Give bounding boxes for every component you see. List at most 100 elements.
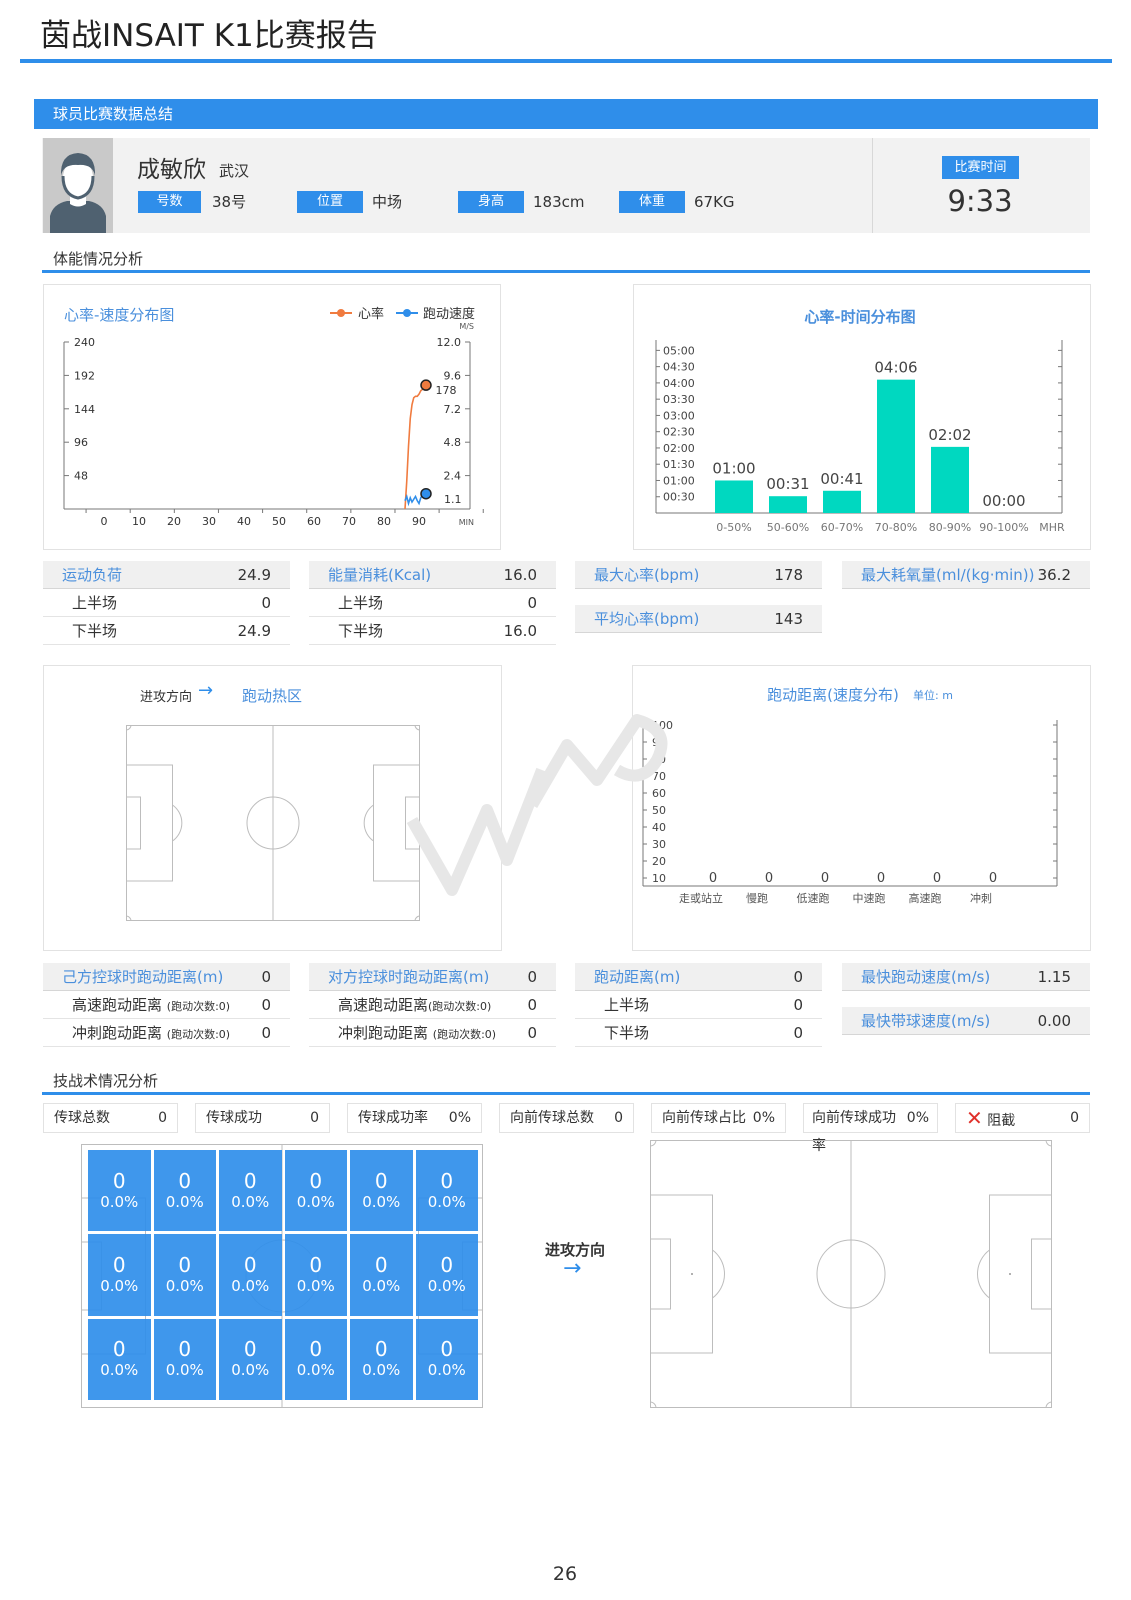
dist-category-label: 中速跑 [853, 891, 886, 905]
max-run-box: 最快跑动速度(m/s) 1.15 [842, 963, 1090, 991]
dist-y-tick-label: 40 [652, 821, 666, 834]
max-run-value: 1.15 [1037, 968, 1071, 986]
weight-tag: 体重 [619, 191, 685, 213]
page-number: 26 [552, 1563, 578, 1585]
opp-possession-head: 对方控球时跑动距离(m) 0 [309, 963, 556, 991]
hrs-x-tick-label: 10 [132, 515, 146, 528]
hr-speed-chart: 心率-速度分布图 心率 跑动速度 M/S MIN 240 192 144 96 48 12… [63, 306, 484, 528]
energy-first-value: 0 [527, 594, 537, 612]
hrt-bar-value-label: 02:02 [928, 426, 971, 444]
avg-hr-row: 平均心率(bpm) 143 [575, 605, 822, 633]
energy-second-label: 下半场 [338, 622, 384, 640]
max-ball-value: 0.00 [1037, 1012, 1071, 1030]
hrs-x-tick-label: 80 [377, 515, 391, 528]
weight-value: 67KG [694, 193, 735, 211]
hrs-right-tick-label: 9.6 [444, 369, 462, 382]
zone-percent: 0.0% [427, 1276, 466, 1295]
pass-zone-cell: 0 0.0% [153, 1234, 216, 1316]
interception-cross-icon: ✕ [966, 1106, 983, 1130]
dist-bar-value-label: 0 [765, 871, 773, 886]
opp-possession-label: 对方控球时跑动距离(m) [328, 968, 490, 986]
zone-count: 0 [309, 1252, 323, 1277]
zone-percent: 0.0% [362, 1192, 401, 1211]
load-head: 运动负荷 24.9 [43, 561, 290, 589]
zone-percent: 0.0% [165, 1276, 204, 1295]
height-tag: 身高 [458, 191, 524, 213]
own-highspeed-label: 高速跑动距离 [72, 996, 163, 1014]
zone-percent: 0.0% [427, 1192, 466, 1211]
run-second-value: 0 [793, 1024, 803, 1042]
hr-series-line [404, 384, 427, 510]
heatmap-pitch [126, 725, 420, 921]
run-distance-head: 跑动距离(m) 0 [575, 963, 822, 991]
hrs-right-tick-label: 4.8 [444, 436, 462, 449]
opp-possession-table: 对方控球时跑动距离(m) 0 高速跑动距离(跑动次数:0) 0 冲刺跑动距离 (跑动… [309, 963, 556, 1047]
page-title: 茵战INSAIT K1比赛报告 [40, 18, 378, 54]
zone-count: 0 [309, 1337, 323, 1362]
hrt-bar [931, 446, 969, 513]
max-ball-row: 最快带球速度(m/s) 0.00 [842, 1007, 1090, 1035]
hrt-bar-value-label: 00:41 [820, 470, 863, 488]
zone-percent: 0.0% [165, 1361, 204, 1380]
dist-category-label: 低速跑 [797, 891, 830, 905]
match-time-tag: 比赛时间 [942, 156, 1019, 179]
tactic-label: 阻截 [987, 1113, 1016, 1129]
zone-count: 0 [112, 1252, 126, 1277]
zone-count: 0 [374, 1337, 388, 1362]
zone-percent: 0.0% [231, 1192, 270, 1211]
hrt-y-tick-label: 05:00 [663, 344, 695, 357]
energy-head: 能量消耗(Kcal) 16.0 [309, 561, 556, 589]
load-head-value: 24.9 [237, 566, 271, 584]
tactic-interceptions: ✕ 阻截 0 [955, 1103, 1090, 1133]
opp-sprint-count: (跑动次数:0) [432, 1028, 497, 1041]
vo2-value: 36.2 [1037, 566, 1071, 584]
hrs-right-tick-label: 7.2 [444, 403, 462, 416]
avg-hr-value: 143 [774, 610, 803, 628]
dist-category-label: 慢跑 [746, 891, 768, 905]
hr-legend-dot [337, 309, 345, 317]
opp-highspeed-value: 0 [527, 996, 537, 1014]
section-tactics-rule [42, 1092, 1090, 1095]
zone-count: 0 [112, 1337, 126, 1362]
run-second-half: 下半场 0 [575, 1019, 822, 1047]
player-city: 武汉 [219, 162, 250, 180]
max-run-row: 最快跑动速度(m/s) 1.15 [842, 963, 1090, 991]
heatmap-title: 跑动热区 [242, 687, 303, 705]
hrs-left-tick-label: 192 [74, 369, 95, 382]
zone-percent: 0.0% [296, 1192, 335, 1211]
tactic-label: 向前传球成功率 [812, 1110, 896, 1154]
own-highspeed-row: 高速跑动距离 (跑动次数:0) 0 [43, 991, 290, 1019]
hrt-category-label: 80-90% [929, 521, 971, 534]
tactic-label: 向前传球总数 [510, 1110, 594, 1126]
tactic-value: 0 [1070, 1110, 1079, 1126]
hrt-category-label: 50-60% [767, 521, 809, 534]
hrs-left-tick-label: 144 [74, 403, 95, 416]
pass-zone-cell: 0 0.0% [284, 1318, 347, 1400]
section-physical-rule [42, 270, 1090, 273]
tactic-value: 0 [158, 1110, 167, 1126]
hr-time-unit: MHR [1039, 521, 1065, 534]
dist-bar-value-label: 0 [933, 871, 941, 886]
hr-time-axes: 05:00 04:30 04:00 03:30 03:00 02:30 02:00 01:30… [655, 340, 1063, 514]
vo2-label: 最大耗氧量(ml/(kg·min)) [861, 566, 1035, 584]
height-value: 183cm [533, 193, 585, 211]
zone-percent: 0.0% [427, 1361, 466, 1380]
distance-title: 跑动距离(速度分布) [767, 686, 899, 704]
dist-category-label: 冲刺 [970, 891, 992, 905]
hrt-bar [823, 490, 861, 513]
zone-count: 0 [440, 1337, 454, 1362]
energy-head-value: 16.0 [503, 566, 537, 584]
distance-unit: 单位: m [913, 688, 953, 702]
max-hr-box: 最大心率(bpm) 178 [575, 561, 822, 589]
zone-count: 0 [243, 1168, 257, 1193]
zone-count: 0 [440, 1252, 454, 1277]
hrt-y-tick-label: 04:30 [663, 361, 695, 374]
run-distance-value: 0 [793, 968, 803, 986]
zone-count: 0 [178, 1337, 192, 1362]
section-physical-title: 体能情况分析 [53, 250, 144, 268]
tactic-forward-ratio: 向前传球占比 0% [651, 1103, 786, 1133]
speed-legend-label: 跑动速度 [423, 306, 475, 322]
pass-zone-cell: 0 0.0% [350, 1318, 413, 1400]
